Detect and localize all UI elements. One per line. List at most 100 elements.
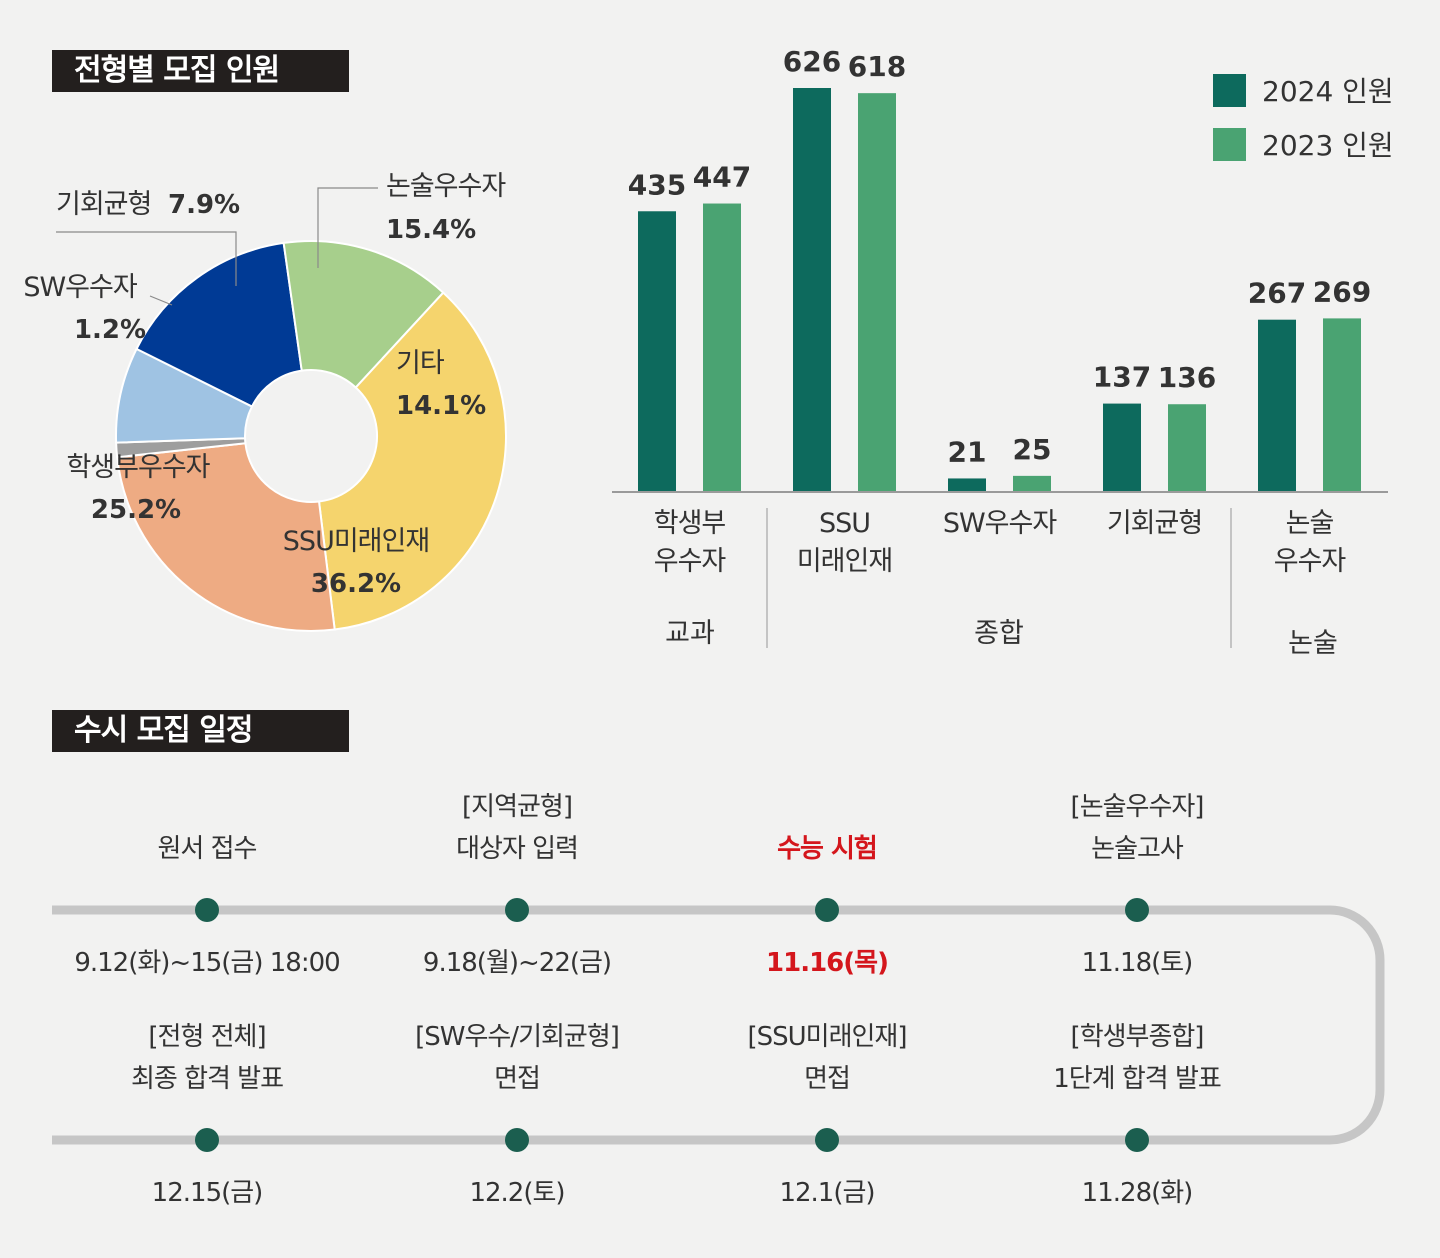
event-label-0: 원서 접수 <box>67 786 347 870</box>
group-label-2: 논술 <box>1288 628 1338 659</box>
event-label-line1: [SSU미래인재] <box>747 1022 907 1052</box>
pie-value-2: 36.2% <box>311 569 401 599</box>
timeline-path <box>52 905 1385 1145</box>
bar-value-3-0: 137 <box>1093 361 1151 394</box>
timeline-dot-4 <box>195 1128 219 1152</box>
event-date-7: 11.28(화) <box>1081 1178 1194 1208</box>
bar-value-1-1: 618 <box>848 50 906 83</box>
group-label-0: 교과 <box>665 618 715 649</box>
event-date-4: 12.15(금) <box>151 1178 264 1208</box>
event-label-line2: 수능 시험 <box>777 834 878 864</box>
timeline-dot-3 <box>1125 898 1149 922</box>
timeline-dot-2 <box>815 898 839 922</box>
event-label-4: [전형 전체] 최종 합격 발표 <box>67 1016 347 1100</box>
bar-value-2-1: 25 <box>1013 433 1052 466</box>
pie-leader-4 <box>149 295 173 306</box>
bar-value-0-1: 447 <box>693 161 751 194</box>
pie-leader-5 <box>56 231 237 286</box>
event-label-line1: [전형 전체] <box>148 1022 266 1052</box>
pie-label-5: 기회균형 <box>56 189 151 220</box>
event-date-2: 11.16(목) <box>766 948 889 978</box>
bar-category-label-4-1: 우수자 <box>1274 546 1347 577</box>
timeline-dot-7 <box>1125 1128 1149 1152</box>
pie-label-1: 기타 <box>396 348 445 379</box>
pie-slice-1 <box>282 240 445 389</box>
timeline-dot-5 <box>505 1128 529 1152</box>
pie-label-0: 논술우수자 <box>386 171 506 202</box>
bar-2-0 <box>948 478 986 492</box>
bar-0-0 <box>638 211 676 492</box>
bar-value-2-0: 21 <box>948 435 987 468</box>
bar-4-1 <box>1323 318 1361 492</box>
event-date-6: 12.1(금) <box>779 1178 875 1208</box>
pie-label-3: 학생부우수자 <box>66 452 210 483</box>
bar-0-1 <box>703 203 741 493</box>
event-label-line2: 면접 <box>804 1064 851 1094</box>
event-label-line1: [지역균형] <box>462 792 573 822</box>
event-label-line1: [SW우수/기회균형] <box>415 1022 620 1052</box>
event-label-line2: 1단계 합격 발표 <box>1053 1064 1222 1094</box>
event-label-line1: [학생부종합] <box>1070 1022 1205 1052</box>
bar-category-label-0-0: 학생부 <box>654 508 726 539</box>
bar-value-1-0: 626 <box>783 45 841 78</box>
group-label-1: 종합 <box>974 618 1024 649</box>
pie-slice-2 <box>317 291 507 631</box>
bar-category-label-4-0: 논술 <box>1286 508 1334 539</box>
bar-value-4-0: 267 <box>1248 277 1306 310</box>
timeline-dot-0 <box>195 898 219 922</box>
event-date-5: 12.2(토) <box>469 1178 565 1208</box>
event-label-7: [학생부종합] 1단계 합격 발표 <box>997 1016 1277 1100</box>
bar-4-0 <box>1258 319 1296 492</box>
bar-3-0 <box>1103 403 1141 492</box>
event-label-5: [SW우수/기회균형] 면접 <box>377 1016 657 1100</box>
event-label-line1 <box>687 786 967 828</box>
bar-category-label-3-0: 기회균형 <box>1107 508 1202 539</box>
legend-label-0: 2024 인원 <box>1262 75 1394 108</box>
pie-value-4: 1.2% <box>74 315 146 345</box>
bar-1-0 <box>793 88 831 492</box>
event-label-line2: 대상자 입력 <box>456 834 579 864</box>
pie-value-0: 15.4% <box>386 215 476 245</box>
legend-label-1: 2023 인원 <box>1262 129 1394 162</box>
event-label-line2: 논술고사 <box>1091 834 1184 864</box>
pie-value-5: 7.9% <box>168 190 240 220</box>
event-label-line2: 최종 합격 발표 <box>130 1064 284 1094</box>
event-label-6: [SSU미래인재] 면접 <box>687 1016 967 1100</box>
event-label-3: [논술우수자] 논술고사 <box>997 786 1277 870</box>
event-label-line2: 면접 <box>494 1064 541 1094</box>
event-date-3: 11.18(토) <box>1081 948 1194 978</box>
pie-value-3: 25.2% <box>91 495 181 525</box>
pie-section-title: 전형별 모집 인원 <box>52 50 349 92</box>
event-label-1: [지역균형] 대상자 입력 <box>377 786 657 870</box>
pie-label-4: SW우수자 <box>23 272 138 303</box>
bar-value-4-1: 269 <box>1313 275 1371 308</box>
bar-value-0-0: 435 <box>628 168 686 201</box>
bar-category-label-1-1: 미래인재 <box>797 546 892 577</box>
event-label-2: 수능 시험 <box>687 786 967 870</box>
pie-leader-0 <box>317 187 378 268</box>
event-date-1: 9.18(월)~22(금) <box>422 948 612 978</box>
event-date-0: 9.12(화)~15(금) 18:00 <box>74 948 340 978</box>
pie-slice-0 <box>135 241 303 408</box>
pie-slice-5 <box>115 347 254 444</box>
bar-category-label-2-0: SW우수자 <box>943 508 1058 539</box>
bar-category-label-0-1: 우수자 <box>654 546 727 577</box>
timeline-dot-6 <box>815 1128 839 1152</box>
event-label-line1: [논술우수자] <box>1070 792 1205 822</box>
bar-3-1 <box>1168 404 1206 492</box>
pie-slice-3 <box>116 442 336 632</box>
pie-value-1: 14.1% <box>396 391 486 421</box>
event-label-line2: 원서 접수 <box>157 834 258 864</box>
schedule-section-title: 수시 모집 일정 <box>52 710 349 752</box>
bar-1-1 <box>858 93 896 493</box>
timeline-dot-1 <box>505 898 529 922</box>
bar-value-3-1: 136 <box>1158 361 1216 394</box>
legend-swatch-1 <box>1213 128 1246 161</box>
pie-label-2: SSU미래인재 <box>283 526 429 557</box>
legend-swatch-0 <box>1213 74 1246 107</box>
bar-2-1 <box>1013 475 1051 492</box>
bar-category-label-1-0: SSU <box>819 508 870 539</box>
